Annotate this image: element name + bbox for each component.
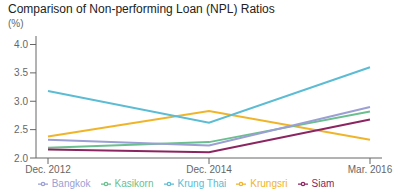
svg-text:Dec. 2014: Dec. 2014 [186, 164, 232, 175]
svg-text:3.5: 3.5 [14, 67, 28, 78]
svg-text:4.0: 4.0 [14, 39, 28, 50]
html-text:Krungsri: Krungsri [250, 178, 288, 189]
html-text:Kasikorn: Kasikorn [114, 178, 154, 189]
svg-text:3.0: 3.0 [14, 96, 28, 107]
html-text:Krung Thai: Krung Thai [177, 178, 227, 189]
svg-text:Dec. 2012: Dec. 2012 [25, 164, 71, 175]
html-text:Siam: Siam [311, 178, 335, 189]
svg-text:Mar. 2016: Mar. 2016 [348, 164, 390, 175]
svg-text:2.5: 2.5 [14, 124, 28, 135]
svg-text:2.0: 2.0 [14, 153, 28, 164]
html-text:Comparison of Non-performing L: Comparison of Non-performing Loan (NPL) … [8, 2, 275, 16]
html-text:Bangkok: Bangkok [51, 178, 91, 189]
